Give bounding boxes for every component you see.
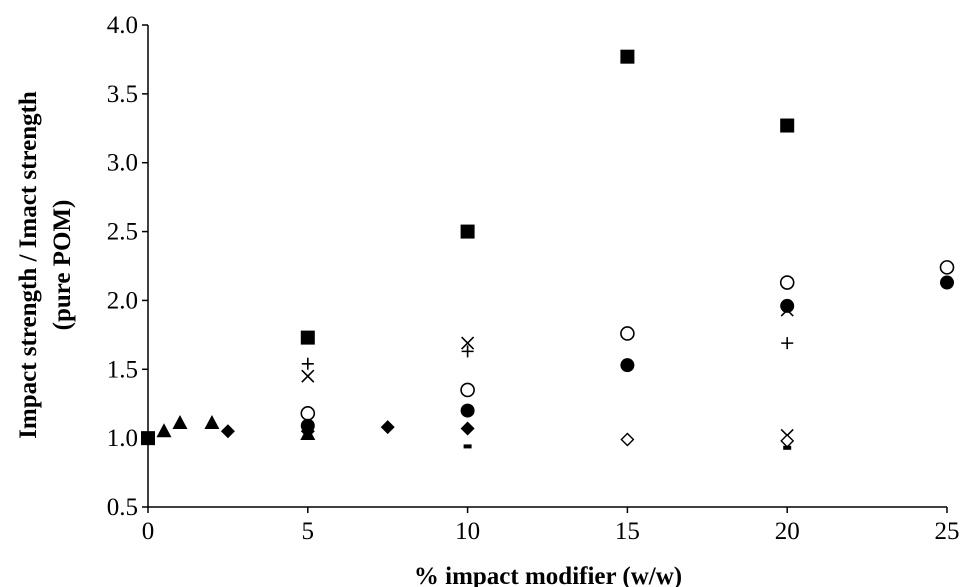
open-circle-point bbox=[779, 275, 795, 290]
y-tick-label: 0.5 bbox=[107, 494, 138, 521]
cross-x-point bbox=[301, 369, 315, 383]
x-axis-label: % impact modifier (w/w) bbox=[414, 563, 682, 587]
filled-square-point bbox=[780, 118, 795, 133]
filled-square-point bbox=[460, 224, 475, 239]
filled-triangle-point bbox=[156, 423, 172, 438]
filled-diamond-point bbox=[460, 421, 475, 436]
y-tick-label: 1.0 bbox=[107, 425, 138, 452]
filled-circle-point bbox=[620, 358, 635, 373]
x-tick-label: 15 bbox=[615, 518, 640, 545]
dash-point bbox=[463, 444, 472, 449]
y-tick-label: 1.5 bbox=[107, 356, 138, 383]
x-tick-label: 5 bbox=[302, 518, 315, 545]
data-points bbox=[141, 49, 955, 450]
filled-diamond-point bbox=[300, 424, 315, 439]
open-circle-point bbox=[620, 326, 635, 341]
y-tick-label: 2.5 bbox=[107, 219, 138, 246]
y-tick-label: 4.0 bbox=[107, 12, 138, 39]
open-circle-point bbox=[939, 260, 955, 275]
filled-square-point bbox=[620, 49, 635, 64]
x-tick-label: 25 bbox=[935, 518, 960, 545]
open-diamond-point bbox=[620, 432, 635, 447]
filled-triangle-point bbox=[172, 414, 188, 429]
plus-point bbox=[461, 345, 474, 358]
filled-diamond-point bbox=[380, 420, 395, 435]
x-tick-label: 20 bbox=[775, 518, 800, 545]
filled-circle-point bbox=[940, 275, 954, 290]
y-axis-label-line1: Impact strength / Imact strength bbox=[15, 91, 42, 439]
ticks: 0.5 1.0 1.5 2.0 2.5 3.0 3.5 4.0 0 5 10 15 20 25 bbox=[107, 12, 960, 545]
filled-diamond-point bbox=[220, 424, 235, 439]
plus-point bbox=[781, 337, 794, 350]
dash-point bbox=[783, 445, 792, 450]
y-tick-label: 2.0 bbox=[107, 287, 138, 314]
filled-square-point bbox=[300, 330, 315, 345]
filled-triangle-point bbox=[204, 414, 220, 429]
x-tick-label: 10 bbox=[455, 518, 480, 545]
filled-circle-point bbox=[780, 298, 795, 313]
cross-x-point bbox=[780, 303, 794, 317]
open-diamond-point bbox=[780, 433, 795, 448]
y-axis-label: Impact strength / Imact strength (pure P… bbox=[15, 91, 76, 439]
open-circle-point bbox=[300, 406, 316, 421]
plus-point bbox=[301, 357, 314, 370]
x-tick-label: 0 bbox=[142, 518, 155, 545]
axes bbox=[147, 25, 947, 508]
y-axis-label-line2: (pure POM) bbox=[49, 200, 76, 331]
filled-diamond-point bbox=[141, 431, 155, 446]
y-tick-label: 3.5 bbox=[107, 81, 138, 108]
y-tick-label: 3.0 bbox=[107, 150, 138, 177]
cross-x-point bbox=[461, 336, 475, 350]
filled-circle-point bbox=[460, 403, 475, 418]
open-circle-point bbox=[460, 382, 475, 398]
